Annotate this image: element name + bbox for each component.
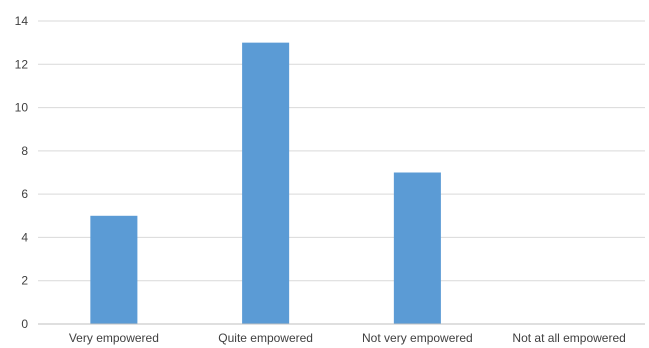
y-tick-label: 12 [15, 57, 29, 71]
x-axis-categories: Very empowered Quite empowered Not very em… [69, 331, 626, 345]
x-category-label: Quite empowered [218, 331, 313, 345]
x-category-label: Not very empowered [362, 331, 473, 345]
y-tick-label: 14 [15, 14, 29, 28]
y-tick-label: 4 [21, 230, 28, 244]
y-axis-ticks: 0 2 4 6 8 10 12 14 [15, 14, 29, 331]
y-tick-label: 8 [21, 144, 28, 158]
x-category-label: Not at all empowered [512, 331, 625, 345]
bar-not-very-empowered [393, 172, 441, 324]
bars [90, 42, 441, 325]
y-tick-label: 6 [21, 187, 28, 201]
bar-quite-empowered [242, 42, 290, 325]
y-tick-label: 10 [15, 101, 29, 115]
bar-very-empowered [90, 215, 138, 324]
y-tick-label: 2 [21, 274, 28, 288]
y-tick-label: 0 [21, 317, 28, 331]
x-category-label: Very empowered [69, 331, 159, 345]
gridlines [38, 20, 645, 282]
